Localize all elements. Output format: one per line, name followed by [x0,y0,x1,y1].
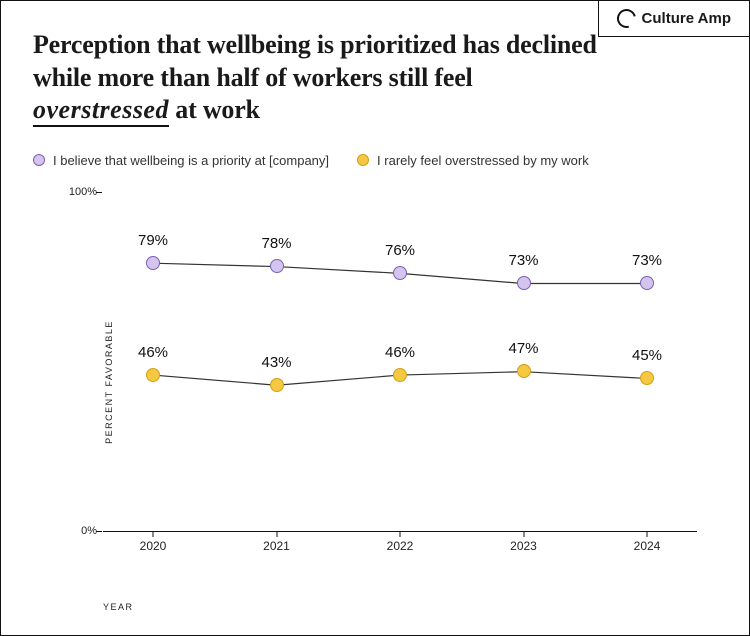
brand-logo-icon [613,6,639,32]
legend: I believe that wellbeing is a priority a… [33,153,717,168]
data-marker [270,378,284,392]
legend-item-2: I rarely feel overstressed by my work [357,153,589,168]
value-label: 46% [138,344,168,361]
value-label: 76% [385,242,415,259]
value-label: 45% [632,347,662,364]
data-marker [393,266,407,280]
x-tick-label: 2022 [387,539,414,553]
chart-area: PERCENT FAVORABLE 0%100%2020202120222023… [33,192,717,572]
value-label: 79% [138,232,168,249]
value-label: 47% [508,340,538,357]
legend-swatch-1 [33,154,45,166]
x-tick-mark [153,531,154,537]
brand-name: Culture Amp [642,10,731,27]
value-label: 78% [261,235,291,252]
data-marker [146,368,160,382]
brand-badge: Culture Amp [598,1,749,37]
title-emphasis: overstressed [33,95,169,127]
y-tick-label: 100% [69,186,97,198]
x-tick-label: 2020 [140,539,167,553]
legend-label-1: I believe that wellbeing is a priority a… [53,153,329,168]
title-pre: Perception that wellbeing is prioritized… [33,30,597,92]
y-tick-label: 0% [81,525,97,537]
legend-swatch-2 [357,154,369,166]
legend-label-2: I rarely feel overstressed by my work [377,153,589,168]
x-tick-mark [400,531,401,537]
value-label: 73% [632,252,662,269]
x-tick-label: 2024 [634,539,661,553]
chart-title: Perception that wellbeing is prioritized… [33,29,597,127]
title-post: at work [169,95,260,124]
x-tick-label: 2021 [263,539,290,553]
value-label: 46% [385,344,415,361]
value-label: 73% [508,252,538,269]
data-marker [270,259,284,273]
data-marker [640,371,654,385]
data-marker [146,256,160,270]
plot-region: 0%100%2020202120222023202479%78%76%73%73… [103,192,697,532]
x-tick-mark [523,531,524,537]
x-axis-label: YEAR [103,602,134,612]
legend-item-1: I believe that wellbeing is a priority a… [33,153,329,168]
x-tick-mark [647,531,648,537]
data-marker [640,276,654,290]
chart-card: Culture Amp Perception that wellbeing is… [0,0,750,636]
y-tick-mark [96,192,102,193]
x-tick-label: 2023 [510,539,537,553]
data-marker [517,276,531,290]
value-label: 43% [261,354,291,371]
data-marker [517,364,531,378]
data-marker [393,368,407,382]
y-tick-mark [96,531,102,532]
x-tick-mark [276,531,277,537]
